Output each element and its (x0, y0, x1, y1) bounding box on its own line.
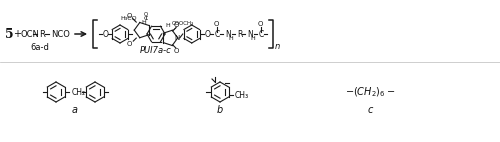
Text: O: O (258, 21, 264, 27)
Text: O: O (174, 48, 180, 54)
Text: R: R (237, 30, 242, 38)
Text: O: O (103, 30, 109, 38)
Text: N: N (225, 30, 230, 38)
Text: CH₃: CH₃ (235, 90, 249, 100)
Text: O: O (144, 12, 148, 17)
Text: H: H (166, 23, 170, 28)
Text: NCO: NCO (51, 30, 70, 38)
Text: N: N (247, 30, 252, 38)
Text: C: C (215, 30, 220, 38)
Text: 5: 5 (5, 28, 14, 40)
Text: H: H (141, 20, 146, 25)
Text: PUI7a-c: PUI7a-c (140, 45, 172, 55)
Text: $-(CH_2)_6-$: $-(CH_2)_6-$ (345, 85, 395, 99)
Text: 6a-d: 6a-d (30, 42, 49, 52)
Text: OCN: OCN (20, 30, 39, 38)
Text: CH₂: CH₂ (72, 87, 86, 97)
Text: O: O (214, 21, 220, 27)
Text: O: O (126, 41, 132, 47)
Text: COOCH₃: COOCH₃ (172, 21, 194, 26)
Text: O: O (126, 13, 132, 19)
Text: C: C (144, 16, 148, 21)
Text: a: a (72, 105, 78, 115)
Text: H₃CO: H₃CO (120, 16, 138, 21)
Text: n: n (275, 41, 280, 51)
Text: C: C (259, 30, 264, 38)
Text: O: O (174, 22, 180, 28)
Text: c: c (368, 105, 372, 115)
Text: O: O (205, 30, 210, 38)
Text: H: H (229, 36, 234, 40)
Text: b: b (217, 105, 223, 115)
Text: N: N (174, 35, 180, 41)
Text: +: + (13, 29, 21, 39)
Text: H: H (251, 36, 256, 40)
Text: R: R (39, 30, 45, 38)
